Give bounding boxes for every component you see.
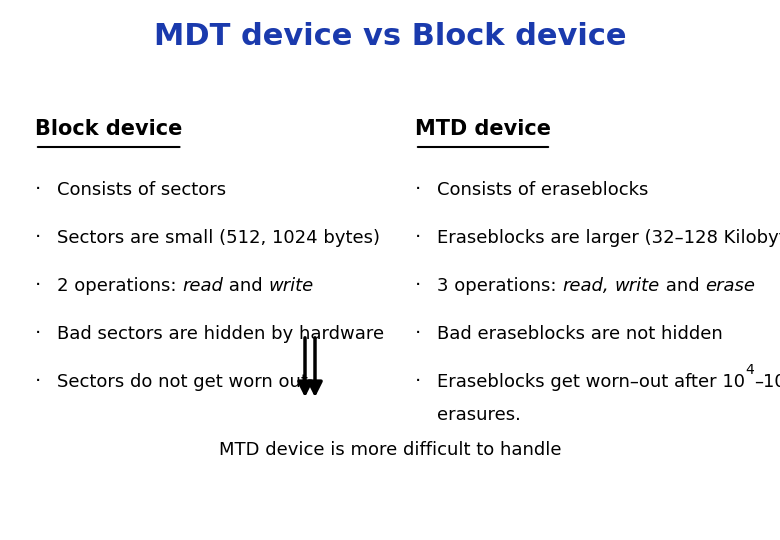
Text: ·: · <box>415 180 421 199</box>
Text: ·: · <box>35 324 41 343</box>
Text: ·: · <box>415 324 421 343</box>
Text: –10: –10 <box>753 373 780 391</box>
Text: Sectors do not get worn out: Sectors do not get worn out <box>57 373 308 391</box>
Text: write: write <box>615 277 660 295</box>
Text: ·: · <box>415 276 421 295</box>
Text: Sectors are small (512, 1024 bytes): Sectors are small (512, 1024 bytes) <box>57 229 380 247</box>
Text: ·: · <box>35 180 41 199</box>
Text: ·: · <box>35 276 41 295</box>
Text: ·: · <box>415 228 421 247</box>
Text: Bad sectors are hidden by hardware: Bad sectors are hidden by hardware <box>57 325 384 343</box>
Text: 4: 4 <box>745 363 753 377</box>
Text: erasures.: erasures. <box>437 406 521 424</box>
Text: read,: read, <box>562 277 609 295</box>
Text: and: and <box>660 277 705 295</box>
Text: erase: erase <box>705 277 755 295</box>
Text: Consists of eraseblocks: Consists of eraseblocks <box>437 181 648 199</box>
Text: and: and <box>223 277 268 295</box>
Text: Consists of sectors: Consists of sectors <box>57 181 226 199</box>
Text: MDT device vs Block device: MDT device vs Block device <box>154 22 626 51</box>
Text: ·: · <box>35 372 41 391</box>
Text: write: write <box>268 277 314 295</box>
Text: ·: · <box>35 228 41 247</box>
Text: Eraseblocks are larger (32–128 Kilobytes): Eraseblocks are larger (32–128 Kilobytes… <box>437 229 780 247</box>
Text: MTD device is more difficult to handle: MTD device is more difficult to handle <box>218 441 562 459</box>
Text: ·: · <box>415 372 421 391</box>
Text: 3 operations:: 3 operations: <box>437 277 562 295</box>
Text: read: read <box>183 277 223 295</box>
Text: 2 operations:: 2 operations: <box>57 277 183 295</box>
Text: Bad eraseblocks are not hidden: Bad eraseblocks are not hidden <box>437 325 723 343</box>
Text: MTD device: MTD device <box>415 119 551 139</box>
Text: Eraseblocks get worn–out after 10: Eraseblocks get worn–out after 10 <box>437 373 745 391</box>
Text: Block device: Block device <box>35 119 183 139</box>
